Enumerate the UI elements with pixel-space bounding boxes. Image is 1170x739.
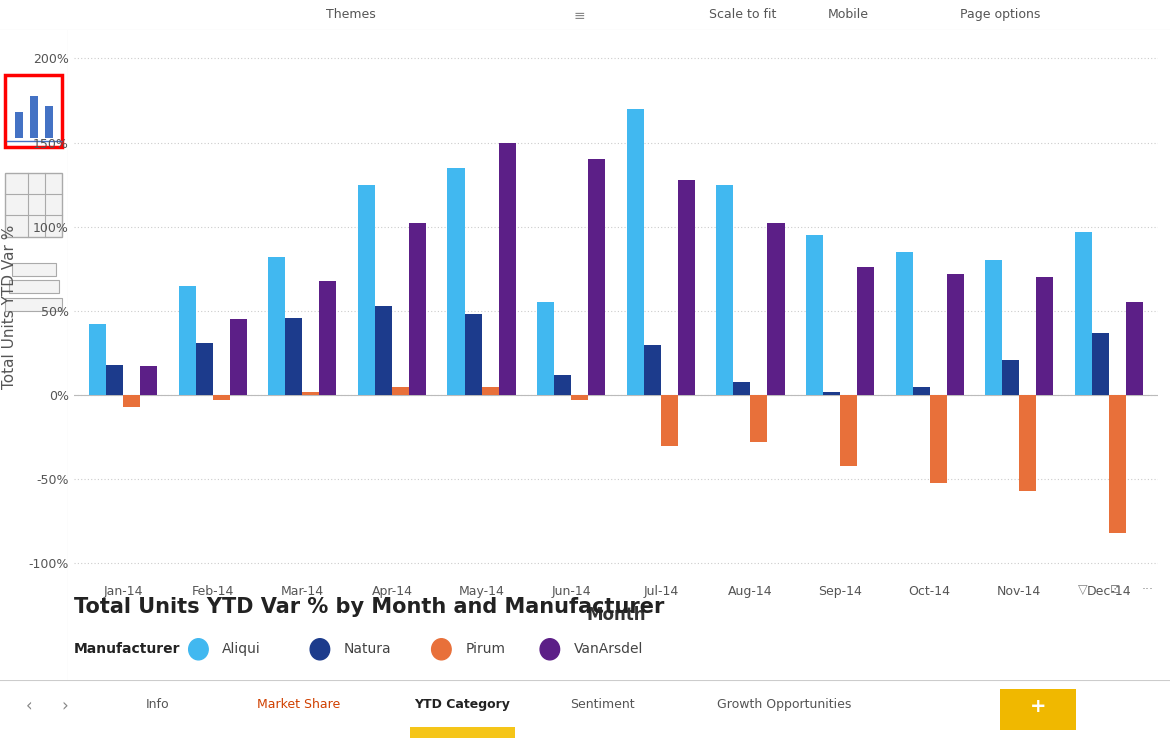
Bar <box>374 306 392 395</box>
Bar <box>571 395 589 400</box>
Bar <box>285 318 302 395</box>
Text: Info: Info <box>146 698 170 711</box>
Bar <box>661 395 677 446</box>
Text: Sentiment: Sentiment <box>570 698 635 711</box>
Ellipse shape <box>541 638 559 660</box>
Bar <box>464 314 482 395</box>
Text: Scale to fit: Scale to fit <box>709 8 777 21</box>
Bar <box>229 319 247 395</box>
Ellipse shape <box>188 638 208 660</box>
Text: ···: ··· <box>1142 583 1154 596</box>
Bar <box>806 235 823 395</box>
Bar <box>1092 333 1109 395</box>
Bar <box>589 160 605 395</box>
Text: Market Share: Market Share <box>256 698 340 711</box>
Y-axis label: Total Units YTD Var %: Total Units YTD Var % <box>2 225 18 389</box>
Bar <box>913 386 930 395</box>
Text: Mobile: Mobile <box>827 8 869 21</box>
Bar <box>123 395 140 406</box>
Bar <box>555 375 571 395</box>
Bar <box>6 75 62 146</box>
Text: Manufacturer: Manufacturer <box>74 642 180 656</box>
Bar <box>840 395 858 466</box>
Text: ⊡: ⊡ <box>1109 583 1120 596</box>
Bar <box>89 324 106 395</box>
Bar <box>498 143 516 395</box>
Bar <box>858 267 874 395</box>
Bar <box>930 395 947 483</box>
Bar <box>319 281 336 395</box>
Bar <box>392 386 410 395</box>
Bar <box>1037 277 1053 395</box>
Bar <box>537 302 555 395</box>
Bar <box>1075 232 1092 395</box>
Bar <box>768 223 785 395</box>
Text: ≡: ≡ <box>573 10 585 23</box>
Bar <box>302 392 319 395</box>
Bar <box>947 274 964 395</box>
Bar <box>358 185 374 395</box>
Text: Page options: Page options <box>961 8 1040 21</box>
Text: ▽: ▽ <box>1078 583 1087 596</box>
X-axis label: Month: Month <box>586 606 646 624</box>
Bar <box>213 395 229 400</box>
Bar <box>12 263 56 276</box>
Bar <box>410 223 426 395</box>
Text: ›: › <box>61 698 68 715</box>
Text: Pirum: Pirum <box>466 642 505 656</box>
Bar <box>447 168 464 395</box>
Bar <box>1003 360 1019 395</box>
Ellipse shape <box>310 638 330 660</box>
Bar <box>44 106 53 138</box>
Bar <box>716 185 734 395</box>
Bar <box>734 381 750 395</box>
Bar <box>1126 302 1143 395</box>
Bar <box>15 112 23 138</box>
Bar <box>410 727 515 738</box>
Bar <box>6 173 62 237</box>
Bar <box>627 109 644 395</box>
Bar <box>823 392 840 395</box>
Text: Aliqui: Aliqui <box>222 642 261 656</box>
Bar <box>750 395 768 442</box>
Bar <box>6 298 62 310</box>
Text: Growth Opportunities: Growth Opportunities <box>717 698 851 711</box>
Bar <box>195 343 213 395</box>
Bar <box>985 260 1003 395</box>
Bar <box>179 286 195 395</box>
Bar <box>896 252 913 395</box>
Bar <box>30 96 37 138</box>
Text: ‹: ‹ <box>26 698 33 715</box>
Bar <box>1019 395 1037 491</box>
Bar <box>677 180 695 395</box>
Text: Themes: Themes <box>326 8 376 21</box>
Bar <box>1000 689 1076 730</box>
Bar <box>1109 395 1126 533</box>
Bar <box>106 365 123 395</box>
Text: VanArsdel: VanArsdel <box>573 642 644 656</box>
Bar <box>482 386 498 395</box>
Text: +: + <box>1030 697 1047 716</box>
Text: Total Units YTD Var % by Month and Manufacturer: Total Units YTD Var % by Month and Manuf… <box>74 597 665 617</box>
Text: YTD Category: YTD Category <box>414 698 510 711</box>
Bar <box>268 257 285 395</box>
Bar <box>140 367 157 395</box>
Ellipse shape <box>432 638 452 660</box>
Bar <box>644 344 661 395</box>
Bar <box>9 280 58 293</box>
Text: Natura: Natura <box>344 642 392 656</box>
